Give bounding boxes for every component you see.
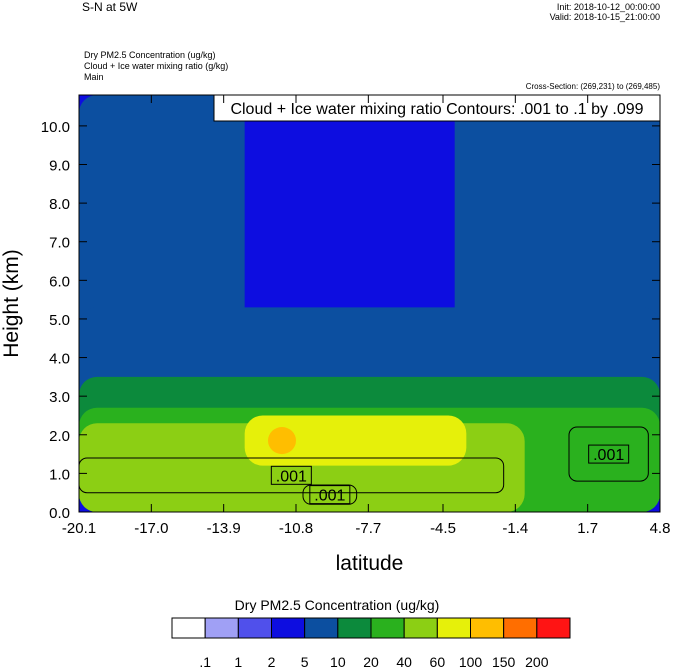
- y-tick-label-1: 1.0: [49, 466, 70, 483]
- valid-time-label: Valid: 2018-10-15_21:00:00: [549, 12, 660, 22]
- y-tick-label-7: 7.0: [49, 235, 70, 252]
- field-name-main: Main: [84, 72, 104, 82]
- field-name-cloud-ice: Cloud + Ice water mixing ratio (g/kg): [84, 61, 229, 71]
- colorbar-level-label-1: 1: [234, 654, 242, 668]
- contour-label-box-2: [588, 444, 630, 464]
- init-time-label: Init: 2018-10-12_00:00:00: [556, 2, 660, 12]
- colorbar-level-label-6: 40: [396, 654, 412, 668]
- colorbar-level-label-2: 2: [268, 654, 276, 668]
- colorbar-level-label-7: 60: [430, 654, 446, 668]
- contour-label-box-1: [309, 485, 351, 505]
- x-tick-label-2: -13.9: [207, 520, 241, 537]
- contour-label-1: .001: [314, 488, 345, 505]
- contour-label-0: .001: [276, 468, 307, 485]
- y-tick-label-6: 6.0: [49, 273, 70, 290]
- contour-info-text: Cloud + Ice water mixing ratio Contours:…: [230, 101, 643, 118]
- colorbar-title: Dry PM2.5 Concentration (ug/kg): [234, 597, 440, 613]
- page-title: S-N at 5W: [82, 0, 138, 14]
- colorbar-swatch-1: [204, 617, 239, 639]
- contour-info-box: [213, 94, 661, 122]
- colorbar-swatch-8: [436, 617, 472, 639]
- x-tick-label-4: -7.7: [355, 520, 381, 537]
- cross-section-label: Cross-Section: (269,231) to (269,485): [525, 82, 660, 91]
- y-tick-label-9: 9.0: [49, 158, 70, 175]
- colorbar-swatch-5: [337, 617, 372, 639]
- colorbar-swatch-11: [536, 617, 571, 639]
- colorbar-swatch-4: [304, 617, 339, 639]
- colorbar-level-label-4: 10: [330, 654, 346, 668]
- x-tick-label-1: -17.0: [134, 520, 168, 537]
- x-tick-label-5: -4.5: [430, 520, 456, 537]
- pm25-region-7: [244, 415, 467, 466]
- colorbar-swatch-2: [237, 617, 272, 639]
- y-axis-title: Height (km): [0, 249, 23, 358]
- y-tick-label-2: 2.0: [49, 428, 70, 445]
- x-tick-label-0: -20.1: [62, 520, 96, 537]
- y-tick-label-3: 3.0: [49, 389, 70, 406]
- contour-label-2: .001: [593, 447, 624, 464]
- y-tick-label-10: 10.0: [41, 119, 70, 136]
- colorbar-swatch-3: [271, 617, 306, 639]
- contour-label-box-0: [270, 465, 312, 485]
- colorbar-swatch-6: [370, 617, 405, 639]
- y-tick-label-5: 5.0: [49, 312, 70, 329]
- colorbar-level-label-8: 100: [459, 654, 483, 668]
- x-tick-label-3: -10.8: [279, 520, 313, 537]
- y-tick-label-8: 8.0: [49, 196, 70, 213]
- colorbar-level-label-9: 150: [492, 654, 516, 668]
- y-tick-label-4: 4.0: [49, 351, 70, 368]
- x-tick-label-7: 1.7: [577, 520, 598, 537]
- colorbar-swatch-7: [403, 617, 438, 639]
- contour-line-1: [302, 484, 358, 505]
- x-axis-title: latitude: [336, 552, 404, 575]
- pm25-region-8: [268, 427, 296, 455]
- colorbar-swatch-10: [503, 617, 538, 639]
- y-tick-label-0: 0.0: [49, 505, 70, 522]
- contour-line-0: [79, 457, 505, 494]
- colorbar-level-label-10: 200: [525, 654, 549, 668]
- colorbar-level-label-5: 20: [363, 654, 379, 668]
- colorbar-level-label-0: .1: [199, 654, 211, 668]
- x-tick-label-8: 4.8: [650, 520, 671, 537]
- colorbar-swatch-0: [171, 617, 206, 639]
- contour-line-2: [568, 426, 649, 482]
- colorbar-level-label-3: 5: [301, 654, 309, 668]
- field-name-pm25: Dry PM2.5 Concentration (ug/kg): [84, 50, 216, 60]
- x-tick-label-6: -1.4: [502, 520, 528, 537]
- colorbar-swatch-9: [470, 617, 505, 639]
